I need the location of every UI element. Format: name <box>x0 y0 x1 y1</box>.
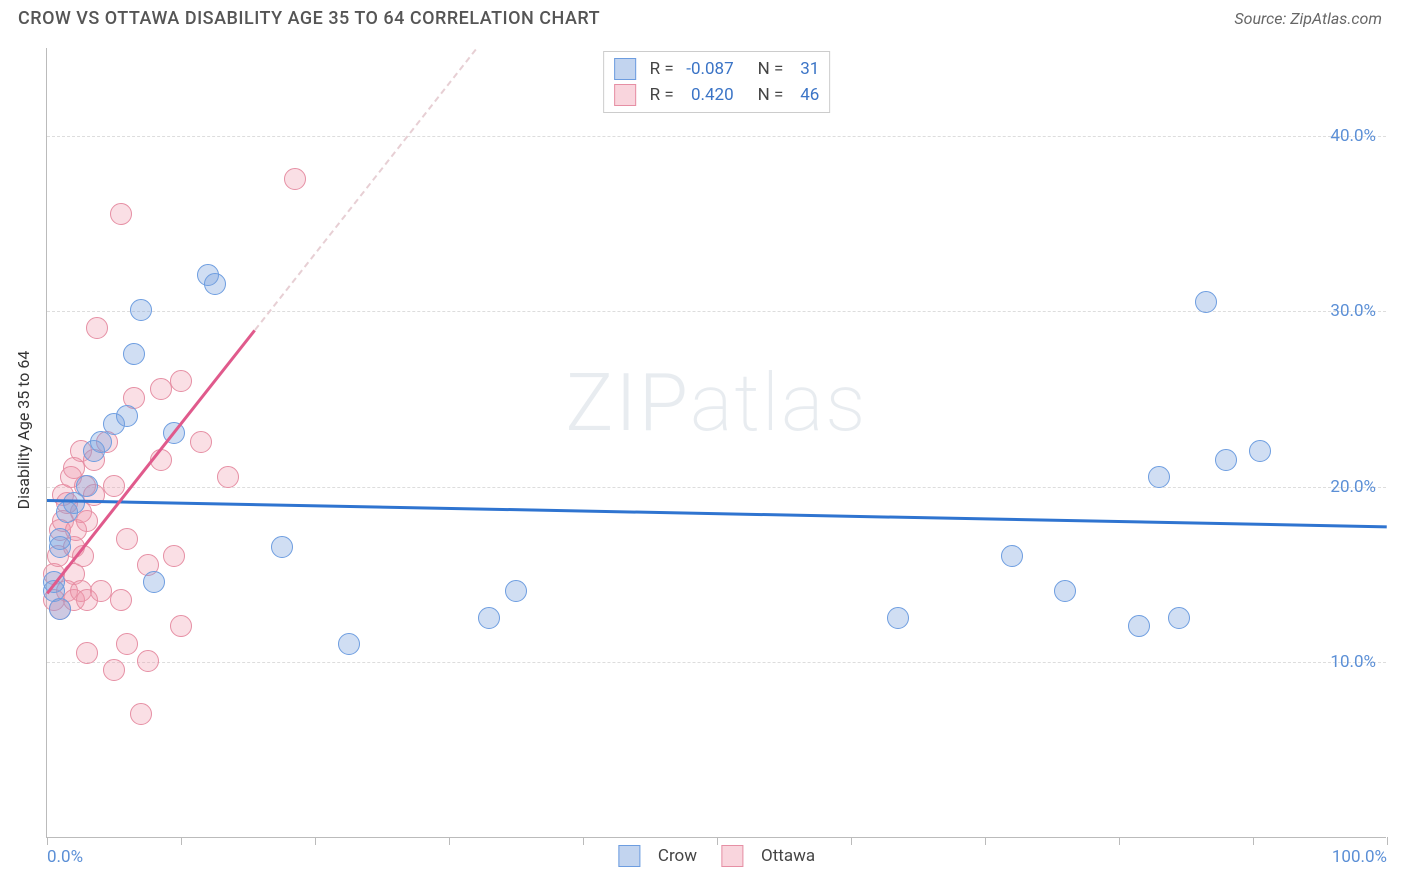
scatter-point-crow <box>204 273 226 295</box>
watermark-thin: atlas <box>690 356 868 450</box>
scatter-point-ottawa <box>110 589 132 611</box>
scatter-point-crow <box>143 571 165 593</box>
legend-label-ottawa: Ottawa <box>761 846 815 866</box>
legend-label-crow: Crow <box>658 846 697 866</box>
y-axis-label: Disability Age 35 to 64 <box>14 351 33 510</box>
x-tick <box>583 837 584 845</box>
scatter-point-ottawa <box>217 466 239 488</box>
gridline-h <box>47 487 1386 488</box>
scatter-point-crow <box>1215 449 1237 471</box>
n-label: N = <box>758 85 784 105</box>
gridline-h <box>47 136 1386 137</box>
scatter-point-ottawa <box>103 475 125 497</box>
scatter-point-crow <box>338 633 360 655</box>
y-tick-label: 20.0% <box>1330 477 1376 497</box>
scatter-point-ottawa <box>170 615 192 637</box>
x-tick <box>1253 837 1254 845</box>
scatter-point-crow <box>1128 615 1150 637</box>
x-tick <box>181 837 182 845</box>
scatter-point-crow <box>1054 580 1076 602</box>
chart-plot-area: ZIPatlas R = -0.087 N = 31 R = 0.420 N =… <box>46 48 1386 838</box>
scatter-point-crow <box>123 343 145 365</box>
correlation-legend: R = -0.087 N = 31 R = 0.420 N = 46 <box>603 51 831 113</box>
x-tick <box>851 837 852 845</box>
scatter-point-ottawa <box>110 203 132 225</box>
scatter-point-ottawa <box>150 378 172 400</box>
scatter-point-crow <box>76 475 98 497</box>
swatch-crow-icon <box>618 845 640 867</box>
r-label: R = <box>650 59 674 79</box>
legend-item-ottawa: Ottawa <box>721 845 815 867</box>
chart-title: CROW VS OTTAWA DISABILITY AGE 35 TO 64 C… <box>18 8 600 29</box>
x-tick <box>47 837 48 845</box>
scatter-point-ottawa <box>190 431 212 453</box>
scatter-point-ottawa <box>137 650 159 672</box>
scatter-point-crow <box>478 607 500 629</box>
legend-row-crow: R = -0.087 N = 31 <box>610 56 824 82</box>
series-legend: Crow Ottawa <box>618 845 815 867</box>
swatch-ottawa-icon <box>721 845 743 867</box>
chart-header: CROW VS OTTAWA DISABILITY AGE 35 TO 64 C… <box>0 0 1406 33</box>
trend-line-extension <box>254 48 477 330</box>
scatter-point-ottawa <box>86 317 108 339</box>
y-tick-label: 40.0% <box>1330 126 1376 146</box>
scatter-point-crow <box>49 528 71 550</box>
scatter-point-crow <box>271 536 293 558</box>
scatter-point-ottawa <box>130 703 152 725</box>
r-label: R = <box>650 85 674 105</box>
swatch-ottawa-icon <box>614 84 636 106</box>
swatch-crow-icon <box>614 58 636 80</box>
scatter-point-crow <box>887 607 909 629</box>
x-tick <box>315 837 316 845</box>
scatter-point-ottawa <box>90 580 112 602</box>
scatter-point-crow <box>130 299 152 321</box>
x-tick <box>1119 837 1120 845</box>
scatter-point-crow <box>1148 466 1170 488</box>
chart-source: Source: ZipAtlas.com <box>1234 9 1382 28</box>
gridline-h <box>47 662 1386 663</box>
n-label: N = <box>758 59 784 79</box>
scatter-point-crow <box>116 405 138 427</box>
x-tick-label: 0.0% <box>47 847 83 867</box>
scatter-point-crow <box>49 598 71 620</box>
gridline-h <box>47 311 1386 312</box>
scatter-point-crow <box>1195 291 1217 313</box>
scatter-point-ottawa <box>116 633 138 655</box>
n-value-ottawa: 46 <box>787 85 819 105</box>
scatter-point-ottawa <box>116 528 138 550</box>
scatter-point-ottawa <box>163 545 185 567</box>
x-tick <box>985 837 986 845</box>
watermark: ZIPatlas <box>565 356 867 450</box>
legend-item-crow: Crow <box>618 845 697 867</box>
scatter-point-crow <box>1168 607 1190 629</box>
scatter-point-crow <box>1249 440 1271 462</box>
legend-row-ottawa: R = 0.420 N = 46 <box>610 82 824 108</box>
n-value-crow: 31 <box>787 59 819 79</box>
trend-line <box>47 499 1387 528</box>
scatter-point-crow <box>1001 545 1023 567</box>
y-tick-label: 30.0% <box>1330 301 1376 321</box>
watermark-bold: ZIP <box>565 356 689 450</box>
x-tick-label: 100.0% <box>1332 847 1387 867</box>
scatter-point-ottawa <box>76 642 98 664</box>
r-value-crow: -0.087 <box>678 59 734 79</box>
scatter-point-ottawa <box>170 370 192 392</box>
r-value-ottawa: 0.420 <box>678 85 734 105</box>
x-tick <box>717 837 718 845</box>
scatter-point-crow <box>505 580 527 602</box>
x-tick <box>1387 837 1388 845</box>
y-tick-label: 10.0% <box>1330 652 1376 672</box>
scatter-point-ottawa <box>103 659 125 681</box>
scatter-point-ottawa <box>284 168 306 190</box>
x-tick <box>449 837 450 845</box>
